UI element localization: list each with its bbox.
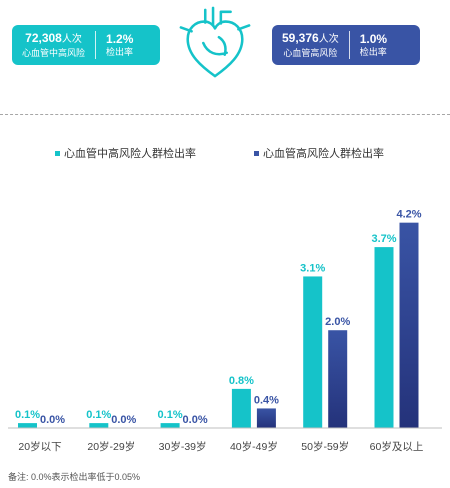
data-label: 3.1% xyxy=(300,262,325,274)
bar-high-3 xyxy=(256,408,276,428)
bar-medium-high-5 xyxy=(374,247,394,428)
legend-item-high-risk: 心血管高风险人群检出率 xyxy=(254,145,384,161)
data-label: 2.0% xyxy=(325,316,350,328)
legend-item-medium-high-risk: 心血管中高风险人群检出率 xyxy=(55,145,196,161)
summary-rate-label: 检出率 xyxy=(359,47,387,57)
x-tick-label: 20岁以下 xyxy=(18,440,61,453)
x-tick-label: 60岁及以上 xyxy=(370,440,424,453)
summary-rate: 1.2% xyxy=(106,32,134,46)
summary-rate: 1.0% xyxy=(359,32,388,46)
summary-card-high-risk: 59,376人次 心血管高风险 1.0% 检出率 xyxy=(272,25,420,65)
footnote: 备注: 0.0%表示检出率低于0.05% xyxy=(8,472,141,482)
data-label: 4.2% xyxy=(396,209,421,221)
bar-medium-high-0 xyxy=(18,423,37,428)
summary-count: 72,308 xyxy=(25,31,62,45)
legend-swatch xyxy=(254,150,259,156)
data-label: 0.1% xyxy=(15,409,40,421)
legend-label: 心血管高风险人群检出率 xyxy=(263,148,384,160)
x-tick-label: 40岁-49岁 xyxy=(230,440,278,453)
summary-card-medium-high-risk: 72,308人次 心血管中高风险 1.2% 检出率 xyxy=(12,25,160,65)
bar-high-4 xyxy=(328,330,348,428)
legend-label: 心血管中高风险人群检出率 xyxy=(64,148,196,160)
summary-unit: 人次 xyxy=(318,34,339,45)
data-label: 0.1% xyxy=(158,409,183,421)
summary-unit: 人次 xyxy=(61,34,82,45)
summary-group: 心血管中高风险 xyxy=(22,48,86,58)
bar-medium-high-3 xyxy=(231,388,251,428)
data-label: 0.8% xyxy=(229,375,254,387)
x-tick-label: 30岁-39岁 xyxy=(159,440,207,453)
x-tick-label: 20岁-29岁 xyxy=(87,440,135,453)
data-label: 0.4% xyxy=(254,394,279,406)
data-label: 0.0% xyxy=(183,414,208,426)
data-label: 3.7% xyxy=(371,233,396,245)
data-label: 0.0% xyxy=(111,414,136,426)
bar-medium-high-2 xyxy=(160,423,180,428)
x-tick-label: 50岁-59岁 xyxy=(301,440,349,453)
data-label: 0.0% xyxy=(40,414,65,426)
bar-medium-high-4 xyxy=(303,276,323,428)
summary-count: 59,376 xyxy=(282,31,319,45)
bar-high-5 xyxy=(399,222,419,428)
dashed-divider xyxy=(0,114,450,115)
data-label: 0.1% xyxy=(86,409,111,421)
bar-medium-high-1 xyxy=(89,423,109,428)
heart-icon xyxy=(179,6,251,78)
summary-group: 心血管高风险 xyxy=(283,48,338,58)
summary-rate-label: 检出率 xyxy=(106,47,134,57)
legend-swatch xyxy=(55,150,60,156)
